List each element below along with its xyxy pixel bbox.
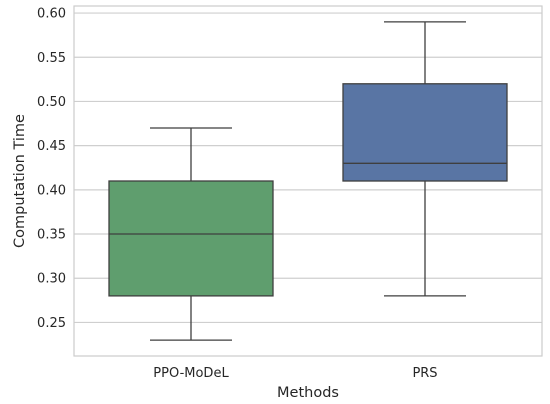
box-prs [342,21,508,297]
plot-frame [73,5,543,357]
y-tick-label: 0.60 [37,7,66,22]
x-tick-label: PRS [412,366,437,381]
boxes [108,21,508,341]
y-tick-label: 0.30 [37,272,66,287]
y-tick-label: 0.55 [37,51,66,66]
box-iqr [108,180,274,297]
y-tick-label: 0.25 [37,316,66,331]
x-tick-label: PPO-MoDeL [153,366,229,381]
y-tick-label: 0.45 [37,139,66,154]
x-axis-label: Methods [277,385,339,401]
y-tick-label: 0.50 [37,95,66,110]
y-tick-label: 0.40 [37,183,66,198]
box-iqr [342,83,508,182]
y-tick-labels: 0.25 0.30 0.35 0.40 0.45 0.50 0.55 0.60 [37,7,66,331]
box-ppo-model [108,127,274,341]
x-tick-labels: PPO-MoDeL PRS [153,366,437,381]
y-tick-label: 0.35 [37,228,66,243]
y-axis-label: Computation Time [12,114,28,248]
